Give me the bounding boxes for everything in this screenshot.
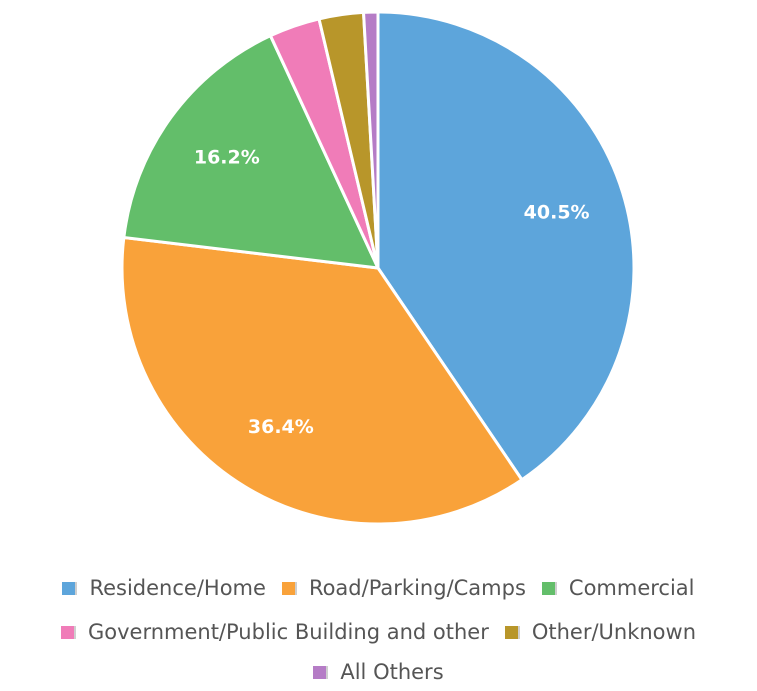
legend-row-2: Government/Public Building and other Oth… — [0, 614, 757, 650]
legend-label-all-others: All Others — [340, 660, 444, 684]
slice-label-road-parking-camps: 36.4% — [248, 416, 314, 438]
legend-item-all-others[interactable]: All Others — [313, 660, 444, 684]
legend-swatch-commercial — [541, 581, 557, 595]
slice-label-commercial: 16.2% — [194, 147, 260, 169]
pie-slice-residence-home[interactable] — [376, 10, 636, 482]
slices-group — [120, 10, 636, 526]
legend-label-other-unknown: Other/Unknown — [531, 620, 697, 644]
legend-swatch-all-others — [313, 665, 329, 679]
legend-swatch-residence-home — [62, 581, 78, 595]
legend-label-residence-home: Residence/Home — [89, 576, 266, 600]
legend-label-road-parking-camps: Road/Parking/Camps — [308, 576, 526, 600]
legend-item-government-public-building[interactable]: Government/Public Building and other — [60, 620, 489, 644]
slice-label-residence-home: 40.5% — [524, 202, 590, 224]
legend-row-3: All Others — [0, 654, 757, 690]
legend-swatch-government-public-building — [60, 625, 76, 639]
slice-labels-group: 40.5% 36.4% 16.2% — [194, 147, 590, 438]
legend-item-residence-home[interactable]: Residence/Home — [62, 576, 266, 600]
legend-swatch-other-unknown — [504, 625, 520, 639]
legend-swatch-road-parking-camps — [281, 581, 297, 595]
legend-item-commercial[interactable]: Commercial — [541, 576, 695, 600]
pie-svg: 40.5% 36.4% 16.2% — [120, 10, 636, 526]
legend-label-government-public-building: Government/Public Building and other — [87, 620, 489, 644]
pie-slice-commercial[interactable] — [122, 34, 380, 270]
legend-item-road-parking-camps[interactable]: Road/Parking/Camps — [281, 576, 526, 600]
legend-row-1: Residence/Home Road/Parking/Camps Commer… — [0, 570, 757, 606]
pie-slice-road-parking-camps[interactable] — [120, 236, 524, 526]
legend-item-other-unknown[interactable]: Other/Unknown — [504, 620, 697, 644]
pie-slice-all-others[interactable] — [362, 10, 380, 270]
legend-label-commercial: Commercial — [568, 576, 695, 600]
